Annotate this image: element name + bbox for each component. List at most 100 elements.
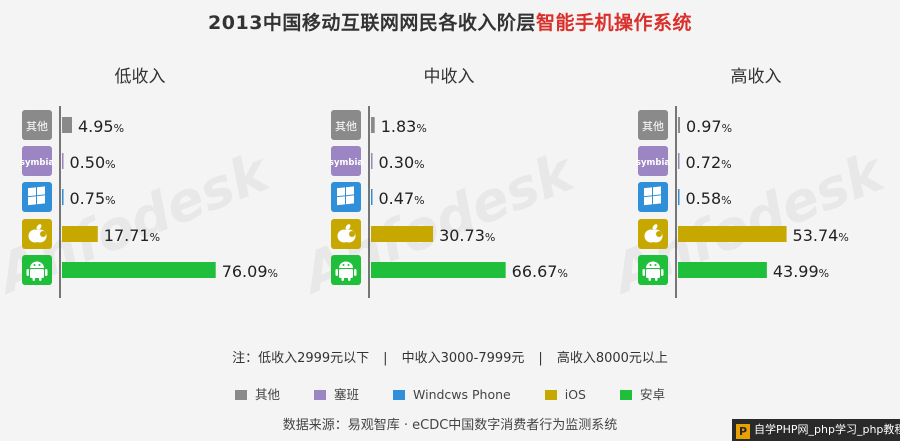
note-low: 注：低收入2999元以下: [232, 351, 370, 366]
legend-label: iOS: [564, 387, 586, 402]
data-label: 0.97%: [686, 117, 732, 136]
data-label: 0.58%: [686, 189, 732, 208]
income-note: 注：低收入2999元以下 | 中收入3000-7999元 | 高收入8000元以上: [0, 347, 900, 366]
source-text: 数据来源：易观智库 · eCDC中国数字消费者行为监测系统: [282, 418, 618, 433]
title-prefix: 2013中国移动互联网网民各收入阶层: [208, 12, 536, 34]
other-icon: 其他: [638, 110, 668, 140]
other-icon: 其他: [331, 110, 361, 140]
symbian-icon: symbia: [329, 146, 363, 176]
data-label: 30.73%: [439, 226, 495, 245]
legend-item: 其他: [234, 384, 280, 403]
panel-mid-income: 中收入 其他 1.83% symbia 0.30% 0.47% 30.73% 66.67%: [329, 62, 619, 302]
data-label: 0.50%: [70, 153, 116, 172]
symbian-icon: symbia: [636, 146, 670, 176]
data-label: 0.30%: [379, 153, 425, 172]
bar: [678, 262, 767, 278]
panel-title: 中收入: [423, 67, 475, 87]
panel-high-income: 高收入 其他 0.97% symbia 0.72% 0.58% 53.74% 43.99%: [636, 62, 900, 302]
panel-title: 低收入: [114, 67, 166, 87]
bar: [371, 226, 434, 242]
site-badge-text: 自学PHP网_php学习_php教程: [754, 423, 900, 436]
data-label: 76.09%: [222, 262, 278, 281]
bar: [678, 153, 680, 169]
bar: [678, 226, 787, 242]
note-high: 高收入8000元以上: [556, 351, 668, 366]
data-label: 66.67%: [512, 262, 568, 281]
site-badge: P 自学PHP网_php学习_php教程: [732, 419, 900, 441]
data-label-unit: %: [721, 194, 731, 207]
data-label: 17.71%: [104, 226, 160, 245]
data-label: 4.95%: [78, 117, 124, 136]
legend-swatch: [544, 390, 557, 400]
data-label-unit: %: [557, 267, 567, 280]
icon-label: symbia: [20, 158, 54, 168]
data-label-unit: %: [114, 122, 124, 135]
data-label: 43.99%: [773, 262, 829, 281]
data-label-unit: %: [838, 231, 848, 244]
data-label-unit: %: [268, 267, 278, 280]
bar: [678, 189, 680, 205]
legend-label: 塞班: [334, 387, 360, 402]
data-label-unit: %: [105, 158, 115, 171]
panel-low-income: 低收入 其他 4.95% symbia 0.50% 0.75% 17.71% 76.09%: [20, 62, 310, 302]
data-label: 0.75%: [70, 189, 116, 208]
icon-label: 其他: [335, 120, 357, 133]
apple-icon: [22, 219, 52, 249]
bar: [371, 189, 373, 205]
apple-icon: [638, 219, 668, 249]
chart-title: 2013中国移动互联网网民各收入阶层智能手机操作系统: [0, 8, 900, 35]
legend: 其他 塞班 Windcws Phone iOS 安卓: [0, 384, 900, 403]
bar: [62, 189, 64, 205]
data-label-unit: %: [721, 158, 731, 171]
windows-icon: [331, 182, 361, 212]
legend-item: 安卓: [619, 384, 665, 403]
bar: [371, 153, 373, 169]
bar: [62, 262, 216, 278]
note-separator: |: [383, 351, 388, 366]
data-label-unit: %: [105, 194, 115, 207]
legend-swatch: [619, 390, 632, 400]
icon-label: 其他: [26, 120, 48, 133]
bar: [371, 262, 506, 278]
bar: [371, 117, 375, 133]
icon-label: 其他: [642, 120, 664, 133]
bar: [62, 226, 98, 242]
bar-chart-low-income: 其他 4.95% symbia 0.50% 0.75% 17.71% 76.09%: [20, 106, 278, 298]
note-mid: 中收入3000-7999元: [401, 351, 525, 366]
data-label-unit: %: [414, 158, 424, 171]
other-icon: 其他: [22, 110, 52, 140]
legend-swatch: [393, 390, 406, 400]
data-label-unit: %: [485, 231, 495, 244]
bar: [62, 117, 72, 133]
legend-label: 其他: [254, 387, 280, 402]
legend-swatch: [314, 390, 326, 400]
data-label: 0.47%: [379, 189, 425, 208]
data-label-unit: %: [722, 122, 732, 135]
data-label-unit: %: [416, 122, 426, 135]
title-highlight: 智能手机操作系统: [535, 12, 692, 34]
icon-label: symbia: [329, 158, 363, 168]
note-separator: |: [538, 351, 543, 366]
icon-label: symbia: [636, 158, 670, 168]
bar: [678, 117, 680, 133]
apple-icon: [331, 219, 361, 249]
legend-label: Windcws Phone: [413, 387, 511, 402]
data-label-unit: %: [150, 231, 160, 244]
site-logo-icon: P: [736, 424, 750, 439]
data-label-unit: %: [414, 194, 424, 207]
windows-icon: [22, 182, 52, 212]
bar-chart-high-income: 其他 0.97% symbia 0.72% 0.58% 53.74% 43.99%: [636, 106, 849, 298]
bar: [62, 153, 64, 169]
bar-chart-mid-income: 其他 1.83% symbia 0.30% 0.47% 30.73% 66.67%: [329, 106, 568, 298]
legend-item: 塞班: [314, 384, 359, 403]
android-icon: [22, 255, 52, 285]
legend-item: Windcws Phone: [393, 387, 511, 402]
android-icon: [331, 255, 361, 285]
android-icon: [638, 255, 668, 285]
data-label: 0.72%: [686, 153, 732, 172]
legend-label: 安卓: [639, 387, 665, 402]
symbian-icon: symbia: [20, 146, 54, 176]
legend-item: iOS: [544, 387, 586, 402]
legend-swatch: [234, 390, 247, 400]
windows-icon: [638, 182, 668, 212]
